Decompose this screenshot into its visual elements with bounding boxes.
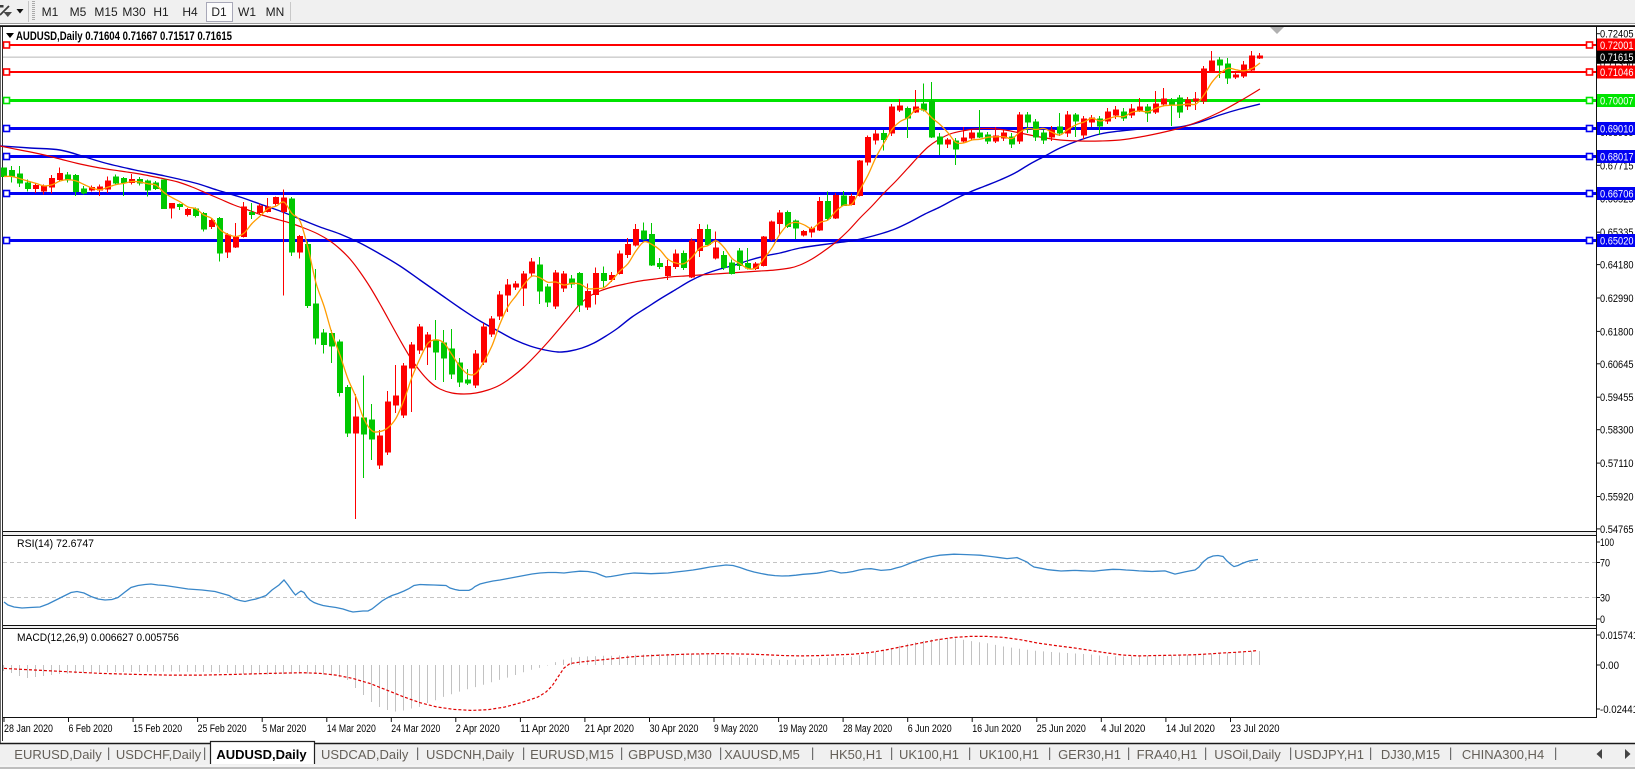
svg-text:0: 0 [1600, 614, 1605, 626]
svg-text:0.71046: 0.71046 [1600, 67, 1634, 79]
svg-text:GER30,H1: GER30,H1 [1058, 747, 1121, 762]
svg-text:H1: H1 [153, 5, 169, 19]
svg-text:UK100,H1: UK100,H1 [979, 747, 1039, 762]
svg-text:D1: D1 [211, 5, 227, 19]
svg-text:21 Apr 2020: 21 Apr 2020 [585, 723, 634, 735]
svg-text:FRA40,H1: FRA40,H1 [1137, 747, 1198, 762]
svg-text:USOil,Daily: USOil,Daily [1214, 747, 1281, 762]
svg-text:-0.02441: -0.02441 [1600, 704, 1635, 716]
svg-text:23 Jul 2020: 23 Jul 2020 [1231, 723, 1280, 735]
svg-text:XAUUSD,M5: XAUUSD,M5 [724, 747, 800, 762]
svg-text:AUDUSD,Daily 0.71604 0.71667: AUDUSD,Daily 0.71604 0.71667 0.71517 0.7… [16, 31, 233, 43]
svg-text:0.54765: 0.54765 [1600, 524, 1634, 536]
svg-text:70: 70 [1600, 558, 1610, 570]
svg-text:6 Feb 2020: 6 Feb 2020 [69, 723, 113, 735]
svg-text:MACD(12,26,9) 0.006627 0.00575: MACD(12,26,9) 0.006627 0.005756 [17, 632, 179, 644]
svg-text:0.70007: 0.70007 [1600, 96, 1634, 108]
svg-text:UK100,H1: UK100,H1 [899, 747, 959, 762]
svg-text:6 Jun 2020: 6 Jun 2020 [908, 723, 952, 735]
svg-text:EURUSD,Daily: EURUSD,Daily [14, 747, 102, 762]
svg-text:M1: M1 [42, 5, 59, 19]
svg-text:11 Apr 2020: 11 Apr 2020 [520, 723, 569, 735]
svg-text:MN: MN [266, 5, 285, 19]
svg-text:0.015741: 0.015741 [1600, 630, 1635, 642]
svg-text:CHINA300,H4: CHINA300,H4 [1462, 747, 1544, 762]
svg-text:W1: W1 [238, 5, 256, 19]
svg-text:0.67715: 0.67715 [1600, 160, 1634, 172]
svg-text:0.68017: 0.68017 [1600, 152, 1634, 164]
svg-text:100: 100 [1600, 537, 1614, 549]
svg-text:H4: H4 [182, 5, 198, 19]
svg-text:AUDUSD,Daily: AUDUSD,Daily [216, 747, 307, 762]
svg-text:0.55920: 0.55920 [1600, 492, 1634, 504]
svg-text:2 Apr 2020: 2 Apr 2020 [456, 723, 500, 735]
svg-text:0.62990: 0.62990 [1600, 293, 1634, 305]
svg-text:16 Jun 2020: 16 Jun 2020 [972, 723, 1021, 735]
svg-text:GBPUSD,M30: GBPUSD,M30 [628, 747, 712, 762]
svg-text:M5: M5 [70, 5, 87, 19]
svg-text:USDCAD,Daily: USDCAD,Daily [321, 747, 409, 762]
svg-text:USDCNH,Daily: USDCNH,Daily [426, 747, 515, 762]
svg-text:28 Jan 2020: 28 Jan 2020 [4, 723, 53, 735]
svg-text:28 May 2020: 28 May 2020 [843, 723, 892, 735]
svg-text:USDJPY,H1: USDJPY,H1 [1294, 747, 1364, 762]
svg-text:0.00: 0.00 [1600, 660, 1619, 672]
svg-text:5 Mar 2020: 5 Mar 2020 [262, 723, 306, 735]
svg-text:0.71615: 0.71615 [1600, 52, 1634, 64]
svg-text:0.64180: 0.64180 [1600, 260, 1634, 272]
svg-text:DJ30,M15: DJ30,M15 [1381, 747, 1440, 762]
svg-text:0.58300: 0.58300 [1600, 425, 1634, 437]
svg-text:EURUSD,M15: EURUSD,M15 [530, 747, 614, 762]
svg-text:USDCHF,Daily: USDCHF,Daily [116, 747, 202, 762]
svg-text:0.69010: 0.69010 [1600, 124, 1634, 136]
svg-text:HK50,H1: HK50,H1 [830, 747, 883, 762]
svg-text:RSI(14) 72.6747: RSI(14) 72.6747 [17, 538, 94, 550]
svg-text:14 Mar 2020: 14 Mar 2020 [327, 723, 376, 735]
svg-text:0.72405: 0.72405 [1600, 29, 1634, 41]
svg-text:25 Jun 2020: 25 Jun 2020 [1037, 723, 1086, 735]
svg-text:4 Jul 2020: 4 Jul 2020 [1101, 723, 1145, 735]
svg-text:30 Apr 2020: 30 Apr 2020 [650, 723, 699, 735]
svg-text:9 May 2020: 9 May 2020 [714, 723, 758, 735]
svg-text:0.72001: 0.72001 [1600, 40, 1634, 52]
svg-text:0.65020: 0.65020 [1600, 236, 1634, 248]
svg-text:M15: M15 [94, 5, 118, 19]
svg-text:15 Feb 2020: 15 Feb 2020 [133, 723, 182, 735]
svg-text:0.60645: 0.60645 [1600, 359, 1634, 371]
svg-text:25 Feb 2020: 25 Feb 2020 [198, 723, 247, 735]
svg-text:19 May 2020: 19 May 2020 [779, 723, 828, 735]
svg-text:0.59455: 0.59455 [1600, 392, 1634, 404]
svg-text:24 Mar 2020: 24 Mar 2020 [391, 723, 440, 735]
svg-text:30: 30 [1600, 593, 1610, 605]
svg-text:M30: M30 [122, 5, 146, 19]
svg-text:0.57110: 0.57110 [1600, 458, 1634, 470]
svg-text:14 Jul 2020: 14 Jul 2020 [1166, 723, 1215, 735]
svg-text:0.66706: 0.66706 [1600, 189, 1634, 201]
svg-text:0.61800: 0.61800 [1600, 326, 1634, 338]
